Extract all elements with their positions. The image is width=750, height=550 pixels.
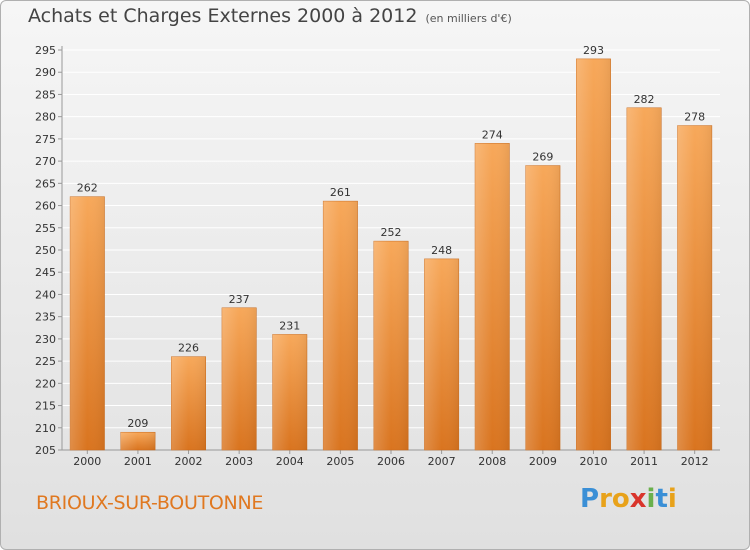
bar-shine bbox=[323, 201, 358, 450]
bar-shine bbox=[677, 125, 712, 451]
data-label: 248 bbox=[431, 244, 452, 257]
bar-shine bbox=[272, 334, 307, 450]
x-tick-label: 2012 bbox=[681, 455, 709, 468]
data-label: 282 bbox=[634, 93, 655, 106]
x-tick-label: 2004 bbox=[276, 455, 304, 468]
data-label: 278 bbox=[684, 111, 705, 124]
x-tick-label: 2006 bbox=[377, 455, 405, 468]
data-label: 262 bbox=[77, 182, 98, 195]
y-tick-label: 235 bbox=[35, 311, 56, 324]
data-label: 209 bbox=[127, 417, 148, 430]
bar-shine bbox=[525, 165, 561, 451]
y-tick-label: 295 bbox=[35, 44, 56, 57]
logo-letter: o bbox=[611, 484, 630, 514]
x-tick-label: 2009 bbox=[529, 455, 557, 468]
data-label: 293 bbox=[583, 44, 604, 57]
bar-shine bbox=[120, 432, 156, 450]
bar-shine bbox=[424, 258, 459, 450]
logo-letter: t bbox=[655, 484, 668, 514]
label-layer: 205 210 215 220 225 230 235 240 245 250 255 260 265 2… bbox=[35, 44, 709, 468]
bar-shine bbox=[576, 58, 611, 451]
data-label: 252 bbox=[381, 226, 402, 239]
data-label: 269 bbox=[532, 151, 553, 164]
y-tick-label: 245 bbox=[35, 266, 56, 279]
y-tick-label: 255 bbox=[35, 222, 56, 235]
y-tick-label: 215 bbox=[35, 400, 56, 413]
y-tick-label: 275 bbox=[35, 133, 56, 146]
data-label: 226 bbox=[178, 342, 199, 355]
y-tick-label: 265 bbox=[35, 177, 56, 190]
chart-title-text: Achats et Charges Externes 2000 à 2012 bbox=[28, 5, 418, 27]
bar-shine bbox=[171, 356, 206, 450]
logo-letter: P bbox=[580, 484, 600, 514]
data-label: 231 bbox=[279, 319, 300, 332]
y-tick-label: 250 bbox=[35, 244, 56, 257]
y-tick-label: 220 bbox=[35, 377, 56, 390]
y-tick-label: 240 bbox=[35, 288, 56, 301]
y-tick-label: 270 bbox=[35, 155, 56, 168]
data-label: 237 bbox=[229, 293, 250, 306]
y-tick-label: 205 bbox=[35, 444, 56, 457]
x-tick-label: 2007 bbox=[428, 455, 456, 468]
bar-layer bbox=[69, 58, 713, 451]
x-tick-label: 2001 bbox=[124, 455, 152, 468]
chart-title: Achats et Charges Externes 2000 à 2012 (e… bbox=[28, 5, 512, 27]
x-tick-label: 2008 bbox=[478, 455, 506, 468]
city-name: BRIOUX-SUR-BOUTONNE bbox=[36, 492, 264, 514]
bar-shine bbox=[626, 107, 662, 451]
x-tick-label: 2010 bbox=[579, 455, 607, 468]
bar-shine bbox=[70, 196, 105, 450]
data-label: 261 bbox=[330, 186, 351, 199]
y-tick-label: 285 bbox=[35, 88, 56, 101]
x-tick-label: 2002 bbox=[175, 455, 203, 468]
bar-shine bbox=[221, 307, 257, 450]
logo-letter: i bbox=[646, 484, 656, 514]
logo-letter: i bbox=[667, 484, 677, 514]
logo-letter: r bbox=[599, 484, 612, 514]
x-tick-label: 2011 bbox=[630, 455, 658, 468]
x-tick-label: 2005 bbox=[326, 455, 354, 468]
y-tick-label: 230 bbox=[35, 333, 56, 346]
bar-shine bbox=[373, 241, 409, 450]
logo-letter: x bbox=[629, 484, 647, 514]
y-tick-label: 260 bbox=[35, 200, 56, 213]
proxiti-logo: Proxiti bbox=[580, 484, 677, 514]
x-tick-label: 2000 bbox=[73, 455, 101, 468]
y-tick-label: 210 bbox=[35, 422, 56, 435]
x-tick-label: 2003 bbox=[225, 455, 253, 468]
data-label: 274 bbox=[482, 128, 503, 141]
y-tick-label: 290 bbox=[35, 66, 56, 79]
chart-subtitle: (en milliers d'€) bbox=[425, 12, 512, 25]
y-tick-label: 280 bbox=[35, 111, 56, 124]
y-tick-label: 225 bbox=[35, 355, 56, 368]
bar-shine bbox=[475, 143, 510, 451]
